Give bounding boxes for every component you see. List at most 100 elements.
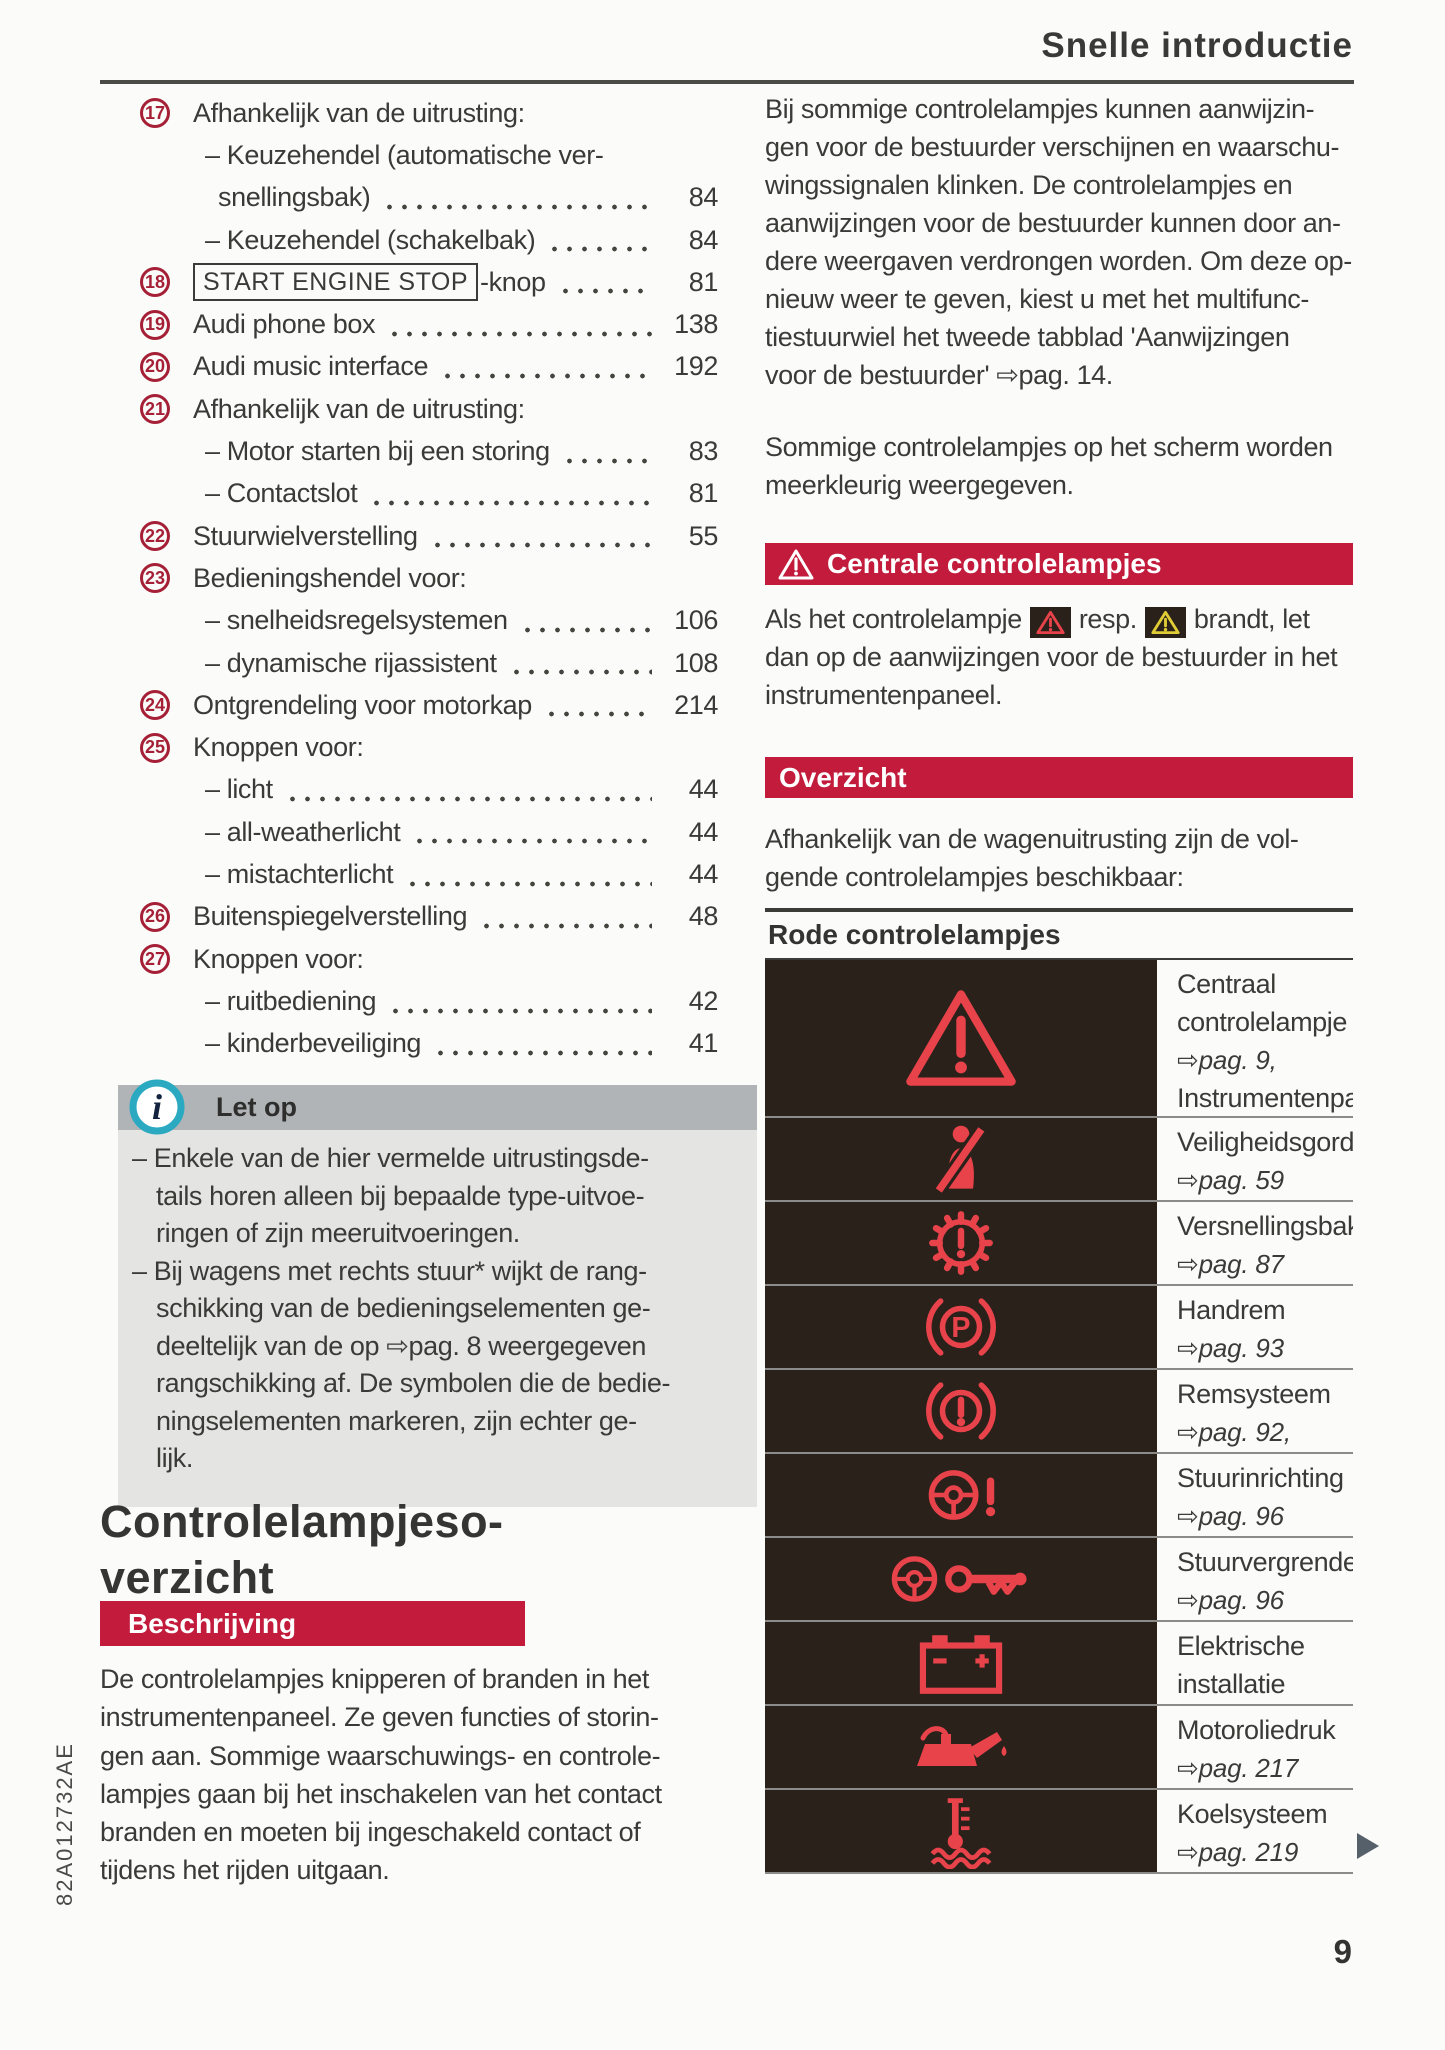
toc-page-number: 81 [688,266,719,297]
page-reference: ⇨pag. 221 [1177,1703,1353,1704]
brake-system-icon [765,1370,1157,1452]
toc-row: 20 Audi music interface 192 [140,345,718,389]
note-item: – Enkele van de hier vermelde uitrusting… [132,1143,649,1248]
toc-row: – mistachterlicht 44 [140,853,719,896]
toc-row: – licht 44 [140,768,718,812]
header-rule [100,80,1354,84]
dot-leader [479,895,652,938]
paragraph-overview-intro: Afhankelijk van de wagenuitrusting zijn … [765,824,1299,892]
toc-page-number: 44 [688,858,719,889]
toc-row: – Contactslot 81 [140,472,718,515]
dot-leader [429,514,652,558]
section-heading: Controlelampjeso- verzicht [100,1496,504,1603]
toc-row: 26 Buitenspiegelverstelling 48 [140,895,719,938]
page-title: Snelle introductie [1041,26,1353,65]
toc-label: Buitenspiegelverstelling [193,901,468,932]
dot-leader [284,768,652,812]
central-telltales-banner-label: Centrale controlelampjes [827,548,1162,579]
toc-label: – Contactslot [205,478,358,509]
paragraph-text: brandt, let dan op de aanwijzingen voor … [765,604,1338,710]
toc-row: – kinderbeveiliging 41 [140,1022,719,1065]
toc-row: 27 Knoppen voor: [140,938,718,980]
table-row: Stuurinrichting ⇨pag. 96 [765,1454,1353,1538]
note-title: Let op [216,1092,297,1122]
toc-label: Knoppen voor: [193,732,364,763]
table-row: Versnellingsbak ⇨pag. 87 [765,1202,1353,1286]
beschrijving-banner-label: Beschrijving [128,1607,297,1639]
telltale-title: Instrumentenpaneel [1177,1083,1353,1113]
dot-leader [543,684,652,727]
page-reference: ⇨pag. 217 [1177,1753,1299,1783]
toc-page-number: 192 [674,351,718,382]
page-reference: ⇨pag. 219 [1177,1837,1299,1867]
dot-leader [382,176,652,219]
toc-row: 24 Ontgrendeling voor motorkap 214 [140,684,718,727]
description-paragraph: De controlelampjes knipperen of branden … [100,1664,662,1886]
item-number-badge: 23 [140,563,170,594]
document-code: 82A012732AE [52,1742,77,1906]
telltale-title: Stuurinrichting [1177,1463,1344,1493]
item-number-badge: 17 [140,98,170,129]
table-row: Elektrische installatie ⇨pag. 221 [765,1622,1353,1706]
paragraph-text: Als het controlelampje [765,604,1022,634]
telltale-title: Remsysteem [1177,1379,1331,1409]
note-body: – Enkele van de hier vermelde uitrusting… [118,1130,757,1478]
telltale-title: Koelsysteem [1177,1799,1328,1829]
toc-list: 17 Afhankelijk van de uitrusting: – Keuze… [140,92,718,1065]
page-reference: ⇨pag. 87 [1177,1249,1284,1279]
toc-label: Afhankelijk van de uitrusting: [193,393,525,424]
toc-row: 23 Bedieningshendel voor: [140,557,718,599]
table-continues-arrow-icon [1357,1833,1379,1859]
paragraph-text: resp. [1078,604,1137,634]
start-engine-stop-button-label: START ENGINE STOP [193,263,479,302]
toc-label: – Keuzehendel (schakelbak) [205,224,536,255]
toc-label: – mistachterlicht [205,858,394,889]
toc-label: – Keuzehendel (automatische ver- [205,139,604,170]
toc-row: 22 Stuurwielverstelling 55 [140,514,718,558]
toc-label: – snelheidsregelsystemen [205,605,508,636]
toc-row: – ruitbediening 42 [140,980,718,1023]
item-number-badge: 19 [140,309,170,340]
toc-label: Bedieningshendel voor: [193,562,467,593]
toc-label: Stuurwielverstelling [193,520,418,551]
toc-row: – Motor starten bij een storing 83 [140,430,718,473]
toc-label: Afhankelijk van de uitrusting: [193,97,525,128]
toc-label: Ontgrendeling voor motorkap [193,689,532,720]
dot-leader [412,811,652,854]
dot-leader [440,345,652,389]
red-warning-telltale-icon [1029,607,1071,638]
item-number-badge: 18 [140,267,170,298]
telltale-title: Versnellingsbak [1177,1211,1353,1241]
toc-row: 18 START ENGINE STOP -knop 81 [140,261,719,304]
table-header: Rode controlelampjes [765,908,1353,960]
toc-page-number: 48 [688,901,719,932]
telltale-title: Motoroliedruk [1177,1715,1336,1745]
toc-label: Knoppen voor: [193,943,364,974]
beschrijving-banner: Beschrijving [100,1601,525,1646]
paragraph-multicolour: Sommige controlelampjes op het scherm wo… [765,432,1333,500]
dot-leader [519,599,652,642]
gearbox-warning-icon [765,1202,1157,1284]
telltale-title: Centraal controlelampje [1177,969,1347,1037]
toc-page-number: 41 [688,1028,719,1059]
toc-label: – licht [205,774,273,805]
central-telltales-banner: Centrale controlelampjes [765,543,1353,585]
warning-triangle-outline-icon [777,548,815,581]
svg-text:P: P [951,1312,970,1344]
dot-leader [557,261,652,304]
paragraph-driver-messages: Bij sommige controlelampjes kunnen aanwi… [765,94,1352,390]
toc-label: – dynamische rijassistent [205,647,497,678]
toc-label: – ruitbediening [205,985,377,1016]
info-icon: i [128,1078,186,1136]
battery-icon [765,1622,1157,1704]
dot-leader [388,980,652,1023]
toc-page-number: 84 [688,224,719,255]
dot-leader [508,641,652,685]
note-box: i Let op – Enkele van de hier vermelde u… [118,1079,757,1507]
telltale-title: Stuurvergrendeling [1177,1547,1353,1577]
table-row: Remsysteem ⇨pag. 92, ⇨pag. 221 [765,1370,1353,1454]
overzicht-banner: Overzicht [765,757,1353,798]
toc-page-number: 214 [674,689,718,720]
toc-row: – Keuzehendel (automatische ver- [140,134,718,176]
toc-label: – kinderbeveiliging [205,1028,422,1059]
